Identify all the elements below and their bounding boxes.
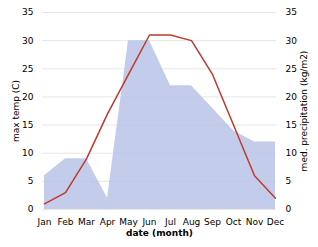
svg-text:15: 15 [286,120,297,130]
svg-text:30: 30 [286,36,298,46]
svg-text:25: 25 [286,64,297,74]
svg-text:Apr: Apr [100,217,116,227]
svg-text:Sep: Sep [204,217,221,227]
svg-text:Jul: Jul [164,217,176,227]
svg-text:Feb: Feb [58,217,74,227]
svg-text:35: 35 [286,7,297,17]
svg-text:5: 5 [286,176,292,186]
svg-text:Jun: Jun [141,217,156,227]
svg-text:Dec: Dec [267,217,284,227]
svg-text:5: 5 [28,176,34,186]
svg-text:Oct: Oct [226,217,242,227]
svg-text:Aug: Aug [183,217,201,227]
svg-text:25: 25 [22,64,33,74]
svg-text:max temp (C): max temp (C) [11,80,21,142]
svg-text:0: 0 [286,204,292,214]
svg-text:Mar: Mar [78,217,95,227]
svg-text:30: 30 [22,36,34,46]
svg-text:Nov: Nov [246,217,264,227]
svg-text:med. precipitation (kg/m2): med. precipitation (kg/m2) [299,51,309,172]
svg-text:May: May [119,217,138,227]
svg-text:35: 35 [22,7,33,17]
svg-text:15: 15 [22,120,33,130]
svg-text:date (month): date (month) [126,228,193,238]
svg-text:Jan: Jan [37,217,52,227]
svg-text:10: 10 [22,148,34,158]
svg-text:20: 20 [286,92,298,102]
svg-text:20: 20 [22,92,34,102]
svg-text:10: 10 [286,148,298,158]
svg-text:0: 0 [28,204,34,214]
